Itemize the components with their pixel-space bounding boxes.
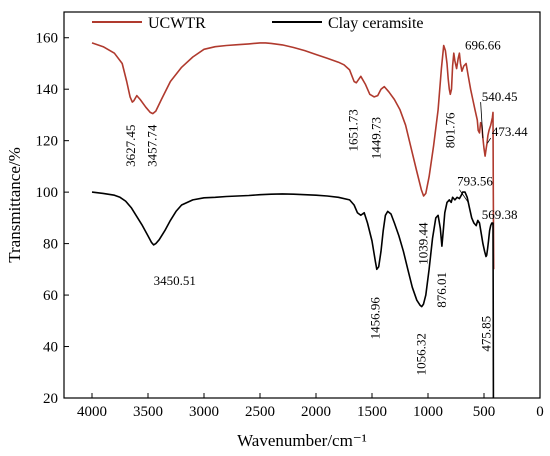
peak-label: 801.76 bbox=[442, 112, 457, 148]
peak-label: 540.45 bbox=[482, 89, 518, 104]
peak-label: 473.44 bbox=[492, 124, 528, 139]
annotation-layer: 3627.45 3457.74 1651.73 1449.73 801.76 1039.4… bbox=[123, 37, 528, 375]
peak-label: 696.66 bbox=[465, 37, 501, 52]
y-tick-label: 60 bbox=[43, 288, 58, 304]
x-tick-label: 4000 bbox=[77, 404, 107, 420]
x-tick-label: 3500 bbox=[133, 404, 163, 420]
x-tick-label: 3000 bbox=[189, 404, 219, 420]
x-tick-label: 0 bbox=[536, 404, 544, 420]
annotation-leader bbox=[459, 189, 469, 203]
legend-label-clay-ceramsite: Clay ceramsite bbox=[328, 15, 424, 32]
peak-label: 3450.51 bbox=[154, 273, 196, 288]
plot-border bbox=[63, 11, 541, 399]
annotation-leader bbox=[476, 221, 480, 224]
y-tick-label: 140 bbox=[36, 82, 59, 98]
peak-label: 475.85 bbox=[479, 316, 494, 352]
peak-label: 876.01 bbox=[434, 272, 449, 308]
legend: UCWTR Clay ceramsite bbox=[92, 15, 424, 32]
series-layer bbox=[91, 42, 495, 399]
peak-label: 3457.74 bbox=[145, 124, 160, 167]
series-line-1 bbox=[91, 191, 495, 399]
y-tick-label: 100 bbox=[36, 185, 59, 201]
y-tick-label: 120 bbox=[36, 134, 59, 150]
x-tick-label: 1000 bbox=[413, 404, 443, 420]
leader-layer bbox=[459, 102, 492, 224]
x-tick-label: 1500 bbox=[357, 404, 387, 420]
y-tick-label: 20 bbox=[43, 391, 58, 407]
legend-label-ucwtr: UCWTR bbox=[148, 15, 206, 32]
y-tick-label: 40 bbox=[43, 340, 58, 356]
y-axis-title: Transmittance/% bbox=[5, 147, 24, 263]
y-tick-label: 80 bbox=[43, 237, 58, 253]
x-axis-title: Wavenumber/cm⁻¹ bbox=[237, 431, 367, 450]
peak-label: 1456.96 bbox=[368, 297, 383, 340]
peak-label: 1056.32 bbox=[413, 333, 428, 375]
series-line-0 bbox=[91, 42, 495, 270]
peak-label: 1039.44 bbox=[416, 222, 431, 265]
annotation-leader bbox=[487, 137, 492, 144]
peak-label: 1449.73 bbox=[368, 117, 383, 159]
annotation-leader bbox=[480, 102, 484, 139]
plot-frame bbox=[63, 11, 541, 399]
peak-label: 1651.73 bbox=[346, 109, 361, 151]
y-tick-label: 160 bbox=[36, 31, 59, 47]
x-tick-label: 2500 bbox=[245, 404, 275, 420]
peak-label: 3627.45 bbox=[123, 125, 138, 167]
x-tick-label: 500 bbox=[473, 404, 496, 420]
tick-layer: 4000 3500 3000 2500 2000 1500 1000 500 0 20 40 60 80… bbox=[36, 31, 544, 420]
peak-label: 793.56 bbox=[457, 174, 493, 189]
peak-label: 569.38 bbox=[482, 207, 518, 222]
x-tick-label: 2000 bbox=[301, 404, 331, 420]
